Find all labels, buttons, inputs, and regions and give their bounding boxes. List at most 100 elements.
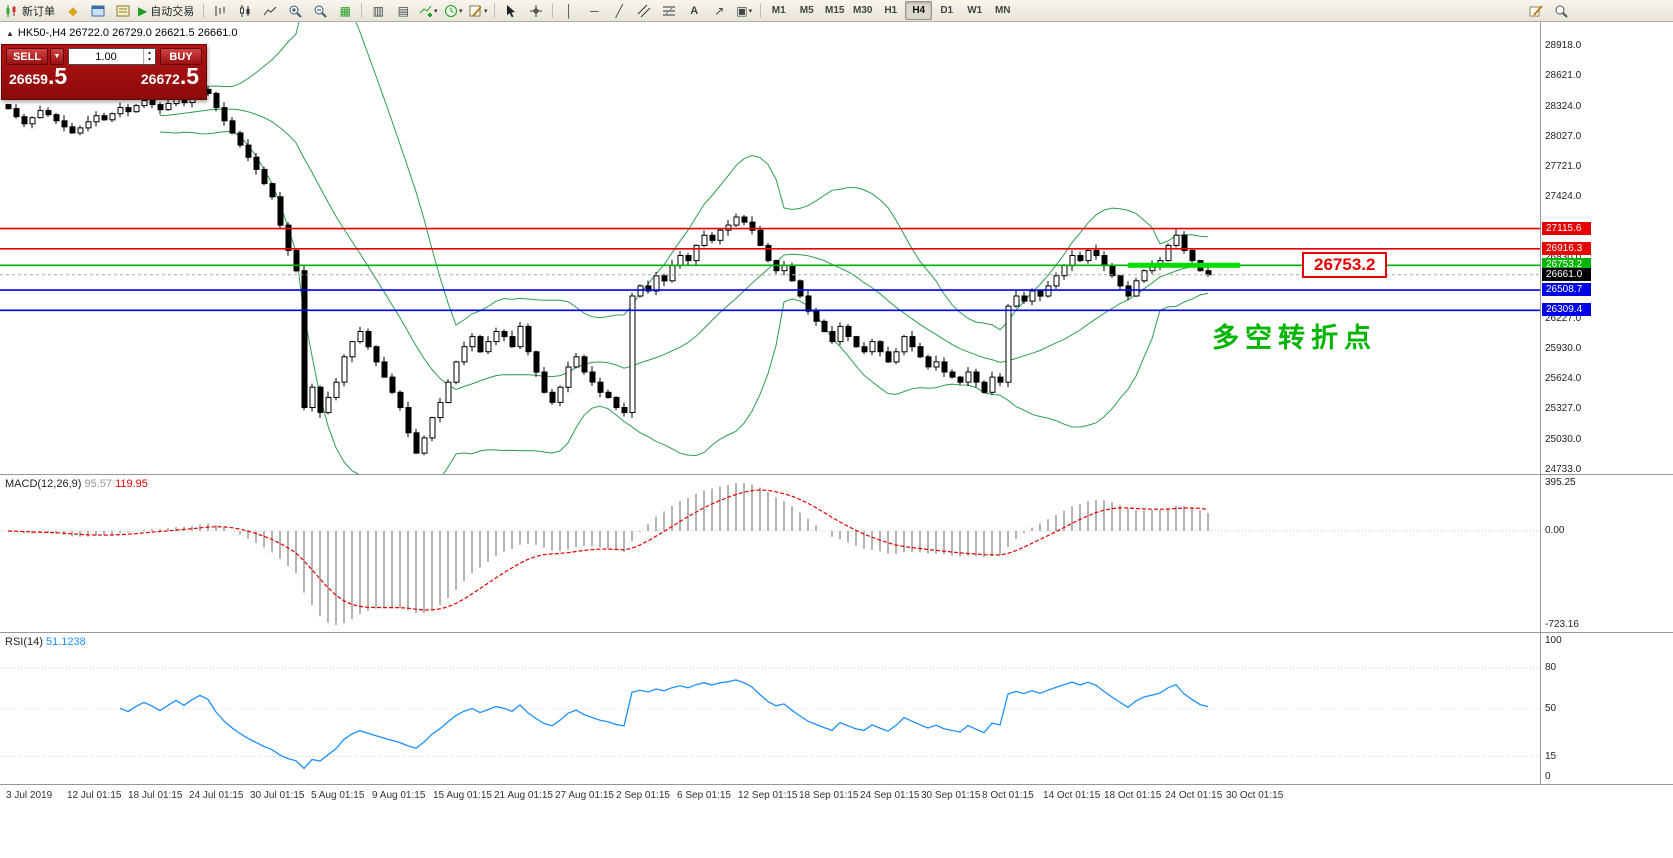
volume-spinner[interactable]: ▴ ▾	[143, 49, 155, 64]
channel-icon	[637, 4, 651, 17]
spinner-down-icon[interactable]: ▾	[147, 56, 151, 63]
panel-separator[interactable]	[0, 784, 1673, 785]
main-toolbar: 新订单 ◆ ▶ 自动交易 ▦ ▥ ▤ ▾ ▾ ▾	[0, 0, 1673, 22]
arrange-charts-button[interactable]: ▥	[366, 2, 390, 20]
spinner-up-icon[interactable]: ▴	[147, 49, 151, 56]
crosshair-button[interactable]	[524, 2, 548, 20]
rsi-scale-label: 0	[1545, 771, 1551, 782]
symbol-ohlc-info: ▲ HK50-,H4 26722.0 26729.0 26621.5 26661.…	[6, 27, 238, 39]
line-chart-button[interactable]	[258, 2, 282, 20]
timeframe-m1-button[interactable]: M1	[771, 5, 786, 16]
shapes-button[interactable]: ▣ ▾	[732, 2, 756, 20]
horizontal-line-icon: ─	[589, 3, 599, 18]
shapes-icon: ▣	[736, 3, 748, 18]
quick-note-button[interactable]	[1524, 2, 1548, 20]
bar-chart-button[interactable]	[208, 2, 232, 20]
arrows-button[interactable]: ↗	[707, 2, 731, 20]
timeframe-m5-button[interactable]: M5	[799, 5, 814, 16]
horizontal-line-button[interactable]: ─	[582, 2, 606, 20]
dropdown-caret-icon: ▼	[53, 53, 61, 60]
rsi-scale-label: 80	[1545, 662, 1557, 674]
zoom-out-icon	[314, 5, 327, 18]
volume-input[interactable]: 1.00 ▴ ▾	[68, 48, 156, 65]
time-axis-label: 30 Sep 01:15	[921, 790, 981, 801]
zoom-in-button[interactable]	[283, 2, 307, 20]
bar-chart-icon	[215, 5, 225, 16]
rsi-panel[interactable]	[0, 633, 1541, 784]
price-line-label: 26508.7	[1542, 283, 1591, 297]
candlestick-chart-button[interactable]	[233, 2, 257, 20]
new-order-icon	[6, 4, 16, 17]
one-click-trading-panel: SELL ▼ 1.00 ▴ ▾ BUY 26659.5 26672.5	[1, 44, 207, 100]
templates-icon	[469, 5, 482, 17]
line-chart-icon	[263, 6, 277, 15]
timeframe-w1-button[interactable]: W1	[967, 5, 983, 16]
note-pencil-icon	[1529, 4, 1543, 16]
price-scale-label: 26830.0	[1545, 252, 1581, 263]
macd-panel[interactable]	[0, 475, 1541, 632]
timeframe-mn-button[interactable]: MN	[994, 5, 1011, 16]
highlight-segment	[1128, 262, 1240, 268]
channel-button[interactable]	[632, 2, 656, 20]
dropdown-caret-icon: ▾	[748, 7, 753, 15]
terminal-button[interactable]	[111, 2, 135, 20]
candles	[5, 84, 1212, 456]
buy-price[interactable]: 26672.5	[141, 65, 199, 88]
new-order-button[interactable]: 新订单	[3, 2, 60, 20]
price-scale-label: 24733.0	[1545, 464, 1582, 475]
text-button[interactable]: A	[682, 2, 706, 20]
diamond-icon: ◆	[68, 3, 78, 18]
time-axis-label: 27 Aug 01:15	[555, 790, 614, 801]
arrow-tool-icon: ↗	[714, 3, 725, 18]
chart-shift-icon: ▤	[397, 3, 409, 18]
panel-separator[interactable]	[0, 632, 1673, 633]
price-chart[interactable]	[0, 22, 1541, 474]
market-watch-button[interactable]	[86, 2, 110, 20]
dropdown-caret-icon: ▾	[483, 7, 488, 15]
cursor-button[interactable]	[499, 2, 523, 20]
panel-separator[interactable]	[0, 474, 1673, 475]
favorites-button[interactable]: ◆	[61, 2, 85, 20]
sell-price[interactable]: 26659.5	[9, 65, 67, 88]
dropdown-caret-icon: ▾	[458, 7, 463, 15]
turning-point-annotation[interactable]: 多空转折点	[1212, 323, 1377, 353]
price-scale-label: 28621.0	[1545, 70, 1582, 82]
time-axis-label: 8 Oct 01:15	[982, 790, 1034, 801]
symbol-ohlc-text: HK50-,H4 26722.0 26729.0 26621.5 26661.0	[17, 27, 238, 39]
macd-signal-value: 119.95	[115, 478, 148, 490]
timeframe-m15-button[interactable]: M15	[825, 5, 845, 16]
indicators-button[interactable]: ▾	[416, 2, 440, 20]
macd-signal-line	[7, 489, 1209, 611]
tile-windows-button[interactable]: ▦	[333, 2, 357, 20]
candlestick-chart-icon	[240, 4, 250, 17]
arrange-charts-icon: ▥	[372, 3, 384, 18]
collapse-panel-icon[interactable]: ▲	[6, 29, 14, 38]
timeframe-d1-button[interactable]: D1	[940, 5, 954, 16]
chart-shift-button[interactable]: ▤	[391, 2, 415, 20]
zoom-out-button[interactable]	[308, 2, 332, 20]
buy-button[interactable]: BUY	[160, 48, 202, 65]
order-type-dropdown[interactable]: ▼	[50, 48, 64, 65]
timeframe-h4-button[interactable]: H4	[905, 1, 933, 20]
periods-button[interactable]: ▾	[441, 2, 465, 20]
autotrading-button[interactable]: ▶ 自动交易	[136, 2, 199, 20]
tile-windows-icon: ▦	[339, 3, 351, 18]
clock-icon	[444, 4, 457, 17]
fibonacci-button[interactable]	[657, 2, 681, 20]
timeframe-m30-button[interactable]: M30	[853, 5, 873, 16]
trendline-button[interactable]: ╱	[607, 2, 631, 20]
search-button[interactable]	[1549, 2, 1573, 20]
terminal-icon	[116, 5, 130, 16]
time-axis-label: 12 Jul 01:15	[67, 790, 122, 801]
price-level-callout[interactable]: 26753.2	[1302, 252, 1388, 278]
time-axis-label: 18 Sep 01:15	[799, 790, 859, 801]
macd-main-value: 95.57	[84, 478, 113, 490]
time-axis-label: 3 Jul 2019	[6, 790, 53, 801]
price-axis[interactable]: 28918.0 28621.0 28324.0 28027.0 27721.0 27424…	[1541, 22, 1673, 808]
templates-button[interactable]: ▾	[466, 2, 490, 20]
time-axis[interactable]: 3 Jul 2019 12 Jul 01:15 18 Jul 01:15 24 Jul…	[0, 788, 1541, 808]
timeframe-h1-button[interactable]: H1	[884, 5, 898, 16]
sell-button[interactable]: SELL	[6, 48, 48, 65]
time-axis-label: 18 Oct 01:15	[1104, 790, 1162, 801]
vertical-line-button[interactable]: │	[557, 2, 581, 20]
